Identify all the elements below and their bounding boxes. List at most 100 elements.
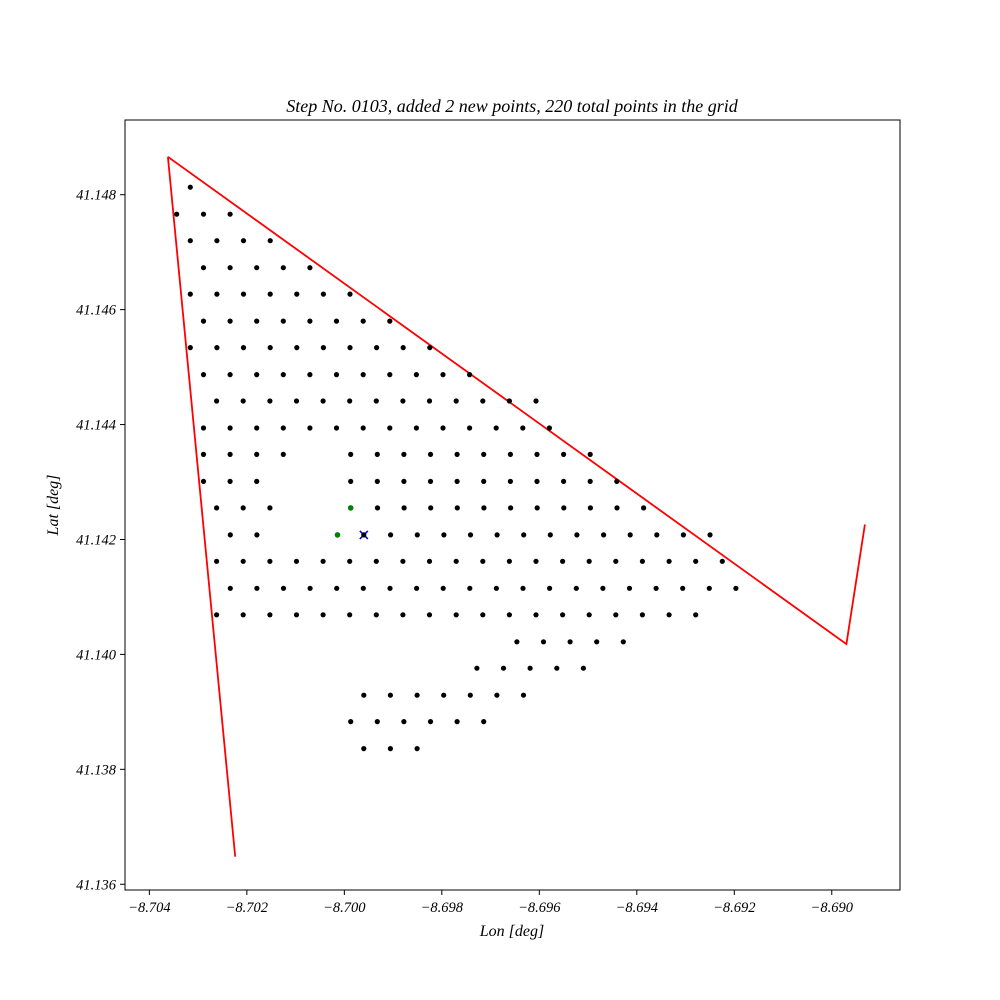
grid-point xyxy=(639,612,646,618)
grid-point xyxy=(601,532,607,538)
grid-point xyxy=(428,505,434,511)
grid-point xyxy=(254,585,260,591)
grid-point xyxy=(494,532,500,538)
grid-point xyxy=(493,425,499,431)
grid-point xyxy=(514,639,520,645)
grid-point xyxy=(214,398,220,404)
grid-point xyxy=(639,558,646,564)
grid-point xyxy=(693,612,699,618)
grid-point xyxy=(200,425,207,431)
grid-point xyxy=(493,585,499,591)
grid-point xyxy=(480,612,486,618)
grid-point xyxy=(214,558,220,564)
y-tick-label: 41.138 xyxy=(76,762,117,778)
grid-point xyxy=(360,372,366,378)
grid-point xyxy=(454,451,460,457)
grid-point xyxy=(227,265,233,271)
grid-point xyxy=(414,532,420,538)
grid-point xyxy=(280,425,286,431)
y-tick-label: 41.144 xyxy=(76,418,116,434)
grid-point xyxy=(240,238,247,244)
grid-point xyxy=(666,612,672,618)
grid-point xyxy=(320,345,326,351)
grid-point xyxy=(347,345,353,351)
grid-point xyxy=(387,372,393,378)
grid-point xyxy=(347,612,353,618)
grid-point xyxy=(481,719,487,725)
grid-point xyxy=(333,425,340,431)
grid-point xyxy=(554,665,560,671)
grid-point xyxy=(254,532,260,538)
grid-point xyxy=(254,372,260,378)
y-tick-label: 41.146 xyxy=(76,303,117,319)
grid-point xyxy=(508,505,514,511)
grid-point xyxy=(254,478,260,484)
grid-point xyxy=(227,211,233,217)
grid-point xyxy=(280,585,287,591)
grid-point xyxy=(626,585,633,591)
grid-point xyxy=(200,265,207,271)
grid-point xyxy=(240,291,247,297)
grid-point xyxy=(387,746,393,752)
grid-point xyxy=(240,612,246,618)
grid-point xyxy=(587,451,593,457)
grid-point xyxy=(320,558,326,564)
grid-point xyxy=(227,585,233,591)
grid-point xyxy=(374,719,380,725)
grid-point xyxy=(307,372,313,378)
grid-point xyxy=(400,612,406,618)
grid-point xyxy=(280,451,286,457)
grid-point xyxy=(227,532,233,538)
y-tick-label: 41.148 xyxy=(76,188,117,204)
grid-point xyxy=(200,478,207,484)
grid-point xyxy=(547,585,553,591)
grid-point xyxy=(348,478,354,484)
grid-point xyxy=(533,398,539,404)
grid-point xyxy=(347,398,353,404)
grid-point xyxy=(334,585,340,591)
grid-point xyxy=(580,665,587,671)
grid-point xyxy=(267,558,273,564)
grid-point xyxy=(227,318,233,324)
grid-point xyxy=(401,505,407,511)
grid-point xyxy=(400,558,406,564)
grid-point xyxy=(360,318,366,324)
grid-point xyxy=(227,425,233,431)
grid-point xyxy=(480,398,486,404)
grid-point xyxy=(481,505,487,511)
grid-point xyxy=(387,318,393,324)
grid-point xyxy=(426,558,433,564)
grid-point xyxy=(280,265,286,271)
grid-point xyxy=(413,372,419,378)
x-tick-label: −8.700 xyxy=(323,900,366,916)
grid-point xyxy=(427,451,434,457)
grid-point xyxy=(613,558,619,564)
grid-point xyxy=(507,478,513,484)
grid-point xyxy=(467,692,473,698)
grid-point xyxy=(453,398,459,404)
grid-point xyxy=(654,532,660,538)
x-axis-label: Lon [deg] xyxy=(479,923,544,940)
grid-point xyxy=(560,558,566,564)
grid-point xyxy=(506,398,512,404)
grid-point xyxy=(240,398,246,404)
grid-point xyxy=(561,478,567,484)
grid-point xyxy=(200,372,207,378)
grid-point xyxy=(401,719,407,725)
grid-point xyxy=(533,558,539,564)
grid-point xyxy=(187,345,193,351)
grid-point xyxy=(567,639,573,645)
grid-point xyxy=(507,451,513,457)
grid-point xyxy=(333,372,340,378)
grid-point xyxy=(293,398,300,404)
y-tick-label: 41.140 xyxy=(76,647,117,663)
grid-point xyxy=(653,585,659,591)
x-tick-label: −8.698 xyxy=(421,900,464,916)
grid-point xyxy=(426,612,433,618)
grid-point xyxy=(267,345,273,351)
grid-point xyxy=(200,451,207,457)
grid-point xyxy=(374,451,380,457)
grid-point xyxy=(361,692,367,698)
grid-point xyxy=(533,612,539,618)
grid-point xyxy=(494,692,500,698)
